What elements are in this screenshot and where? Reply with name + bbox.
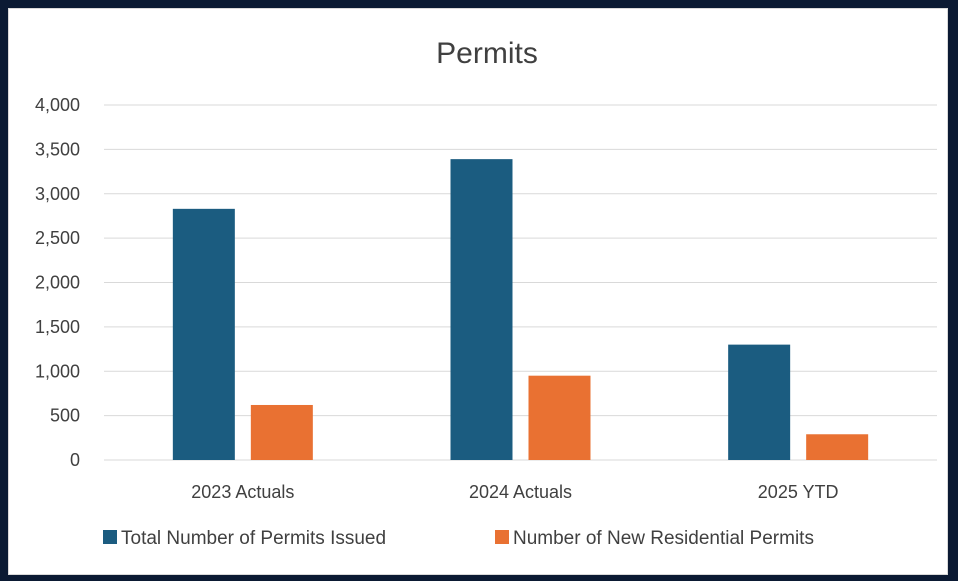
- legend-swatch: [103, 530, 117, 544]
- y-tick-label: 0: [70, 450, 80, 470]
- y-tick-label: 2,000: [35, 273, 80, 293]
- bars: [172, 159, 869, 460]
- x-category-label: 2023 Actuals: [191, 482, 294, 502]
- y-tick-label: 500: [50, 406, 80, 426]
- legend-label: Number of New Residential Permits: [513, 528, 814, 549]
- y-tick-label: 1,500: [35, 317, 80, 337]
- legend-label: Total Number of Permits Issued: [121, 528, 386, 549]
- bar: [250, 404, 313, 460]
- y-tick-label: 3,500: [35, 139, 80, 159]
- x-category-label: 2024 Actuals: [469, 482, 572, 502]
- y-tick-label: 4,000: [35, 95, 80, 115]
- x-category-label: 2025 YTD: [758, 482, 839, 502]
- y-tick-label: 2,500: [35, 228, 80, 248]
- bar: [728, 344, 791, 460]
- x-axis-categories: 2023 Actuals 2024 Actuals 2025 YTD: [191, 482, 838, 502]
- bar: [806, 434, 869, 460]
- chart-area: Permits 0 500 1,000 1,500 2,000 2,500 3,000 3,5…: [8, 8, 948, 575]
- legend: Total Number of Permits Issued Number of …: [103, 528, 814, 549]
- permits-chart: Permits 0 500 1,000 1,500 2,000 2,500 3,000 3,5…: [35, 37, 937, 549]
- y-axis-ticks: 0 500 1,000 1,500 2,000 2,500 3,000 3,500 4,000: [35, 95, 80, 470]
- bar: [450, 159, 513, 460]
- chart-title: Permits: [436, 37, 538, 70]
- bar: [528, 375, 591, 460]
- gridlines: [104, 104, 937, 461]
- y-tick-label: 3,000: [35, 184, 80, 204]
- y-tick-label: 1,000: [35, 361, 80, 381]
- bar: [172, 208, 235, 460]
- legend-swatch: [495, 530, 509, 544]
